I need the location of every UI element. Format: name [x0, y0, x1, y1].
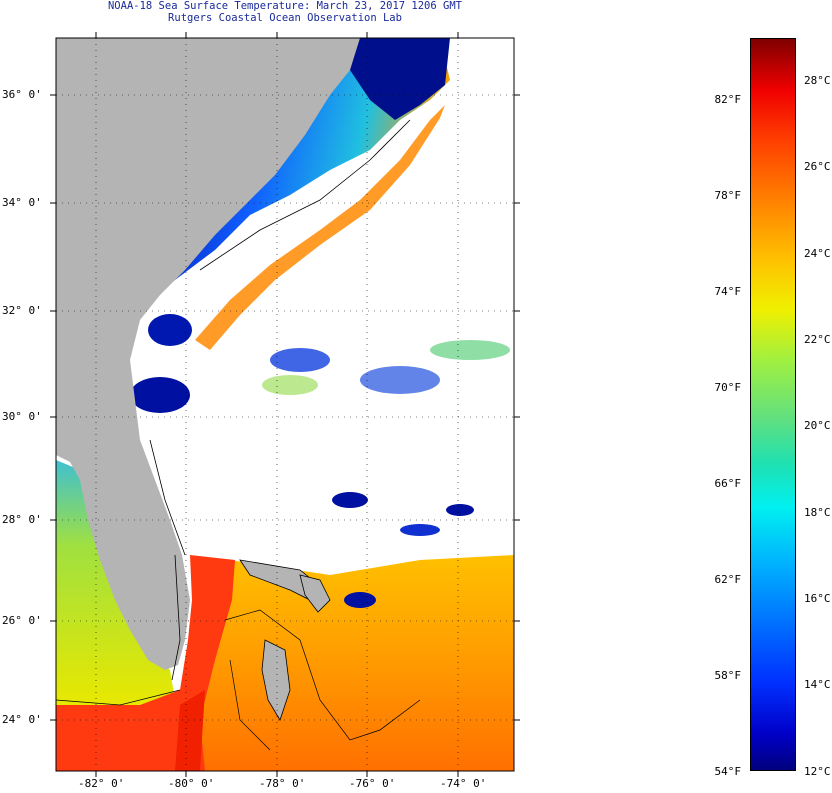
cold-patch [446, 504, 474, 516]
lat-label: 34° 0' [2, 196, 42, 209]
colorbar-label-f: 82°F [714, 93, 742, 106]
cold-patch [130, 377, 190, 413]
lat-label: 32° 0' [2, 304, 42, 317]
colorbar-label-f: 74°F [714, 285, 742, 298]
land-bahamas-abaco [299, 574, 331, 613]
cold-patch [344, 592, 376, 608]
colorbar-label-c: 22°C [804, 333, 831, 346]
colorbar-label-c: 24°C [804, 247, 831, 260]
warm-patch [262, 375, 318, 395]
lat-label: 28° 0' [2, 513, 42, 526]
cold-patch [400, 524, 440, 536]
colorbar-label-c: 20°C [804, 419, 831, 432]
axis-ticks [50, 32, 520, 777]
colorbar-label-f: 54°F [714, 765, 742, 778]
colorbar-label-f: 78°F [714, 189, 742, 202]
colorbar-label-f: 62°F [714, 573, 742, 586]
lon-label: -76° 0' [349, 777, 396, 790]
lon-label: -80° 0' [168, 777, 215, 790]
shelf-break-front [195, 105, 445, 350]
land-us-mainland [56, 38, 360, 670]
lat-label: 24° 0' [2, 713, 42, 726]
bathymetry-contour [56, 119, 411, 706]
gulf-stream-edge [175, 690, 205, 771]
lon-label: -74° 0' [440, 777, 487, 790]
map-subtitle: Rutgers Coastal Ocean Observation Lab [168, 12, 402, 24]
cold-patch [270, 348, 330, 372]
cold-patch [360, 366, 440, 394]
land-bahamas-andros [261, 639, 291, 721]
bathymetry-contour [224, 609, 421, 751]
colorbar-label-c: 26°C [804, 160, 831, 173]
cold-inshore-water [330, 38, 450, 120]
lon-label: -78° 0' [259, 777, 306, 790]
map-title: NOAA-18 Sea Surface Temperature: March 2… [107, 0, 462, 12]
colorbar [750, 38, 796, 771]
colorbar-label-c: 28°C [804, 74, 831, 87]
colorbar-label-c: 14°C [804, 678, 831, 691]
warm-patch [430, 340, 510, 360]
lat-label: 26° 0' [2, 614, 42, 627]
colorbar-label-f: 70°F [714, 381, 742, 394]
graticule [56, 38, 514, 771]
colorbar-label-f: 58°F [714, 669, 742, 682]
lat-label: 36° 0' [2, 88, 42, 101]
lat-label: 30° 0' [2, 410, 42, 423]
colorbar-label-c: 18°C [804, 506, 831, 519]
cold-patch [148, 314, 192, 346]
lon-label: -82° 0' [78, 777, 125, 790]
colorbar-label-c: 12°C [804, 765, 831, 778]
colorbar-label-c: 16°C [804, 592, 831, 605]
southern-warm-water [190, 555, 514, 771]
colorbar-label-f: 66°F [714, 477, 742, 490]
cold-patch [332, 492, 368, 508]
